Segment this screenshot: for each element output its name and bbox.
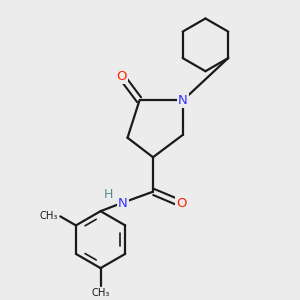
Text: CH₃: CH₃	[92, 289, 110, 298]
Text: N: N	[118, 197, 128, 210]
Text: O: O	[116, 70, 127, 83]
Text: N: N	[178, 94, 188, 107]
Text: CH₃: CH₃	[40, 212, 58, 221]
Text: O: O	[176, 197, 187, 210]
Text: H: H	[104, 188, 113, 201]
